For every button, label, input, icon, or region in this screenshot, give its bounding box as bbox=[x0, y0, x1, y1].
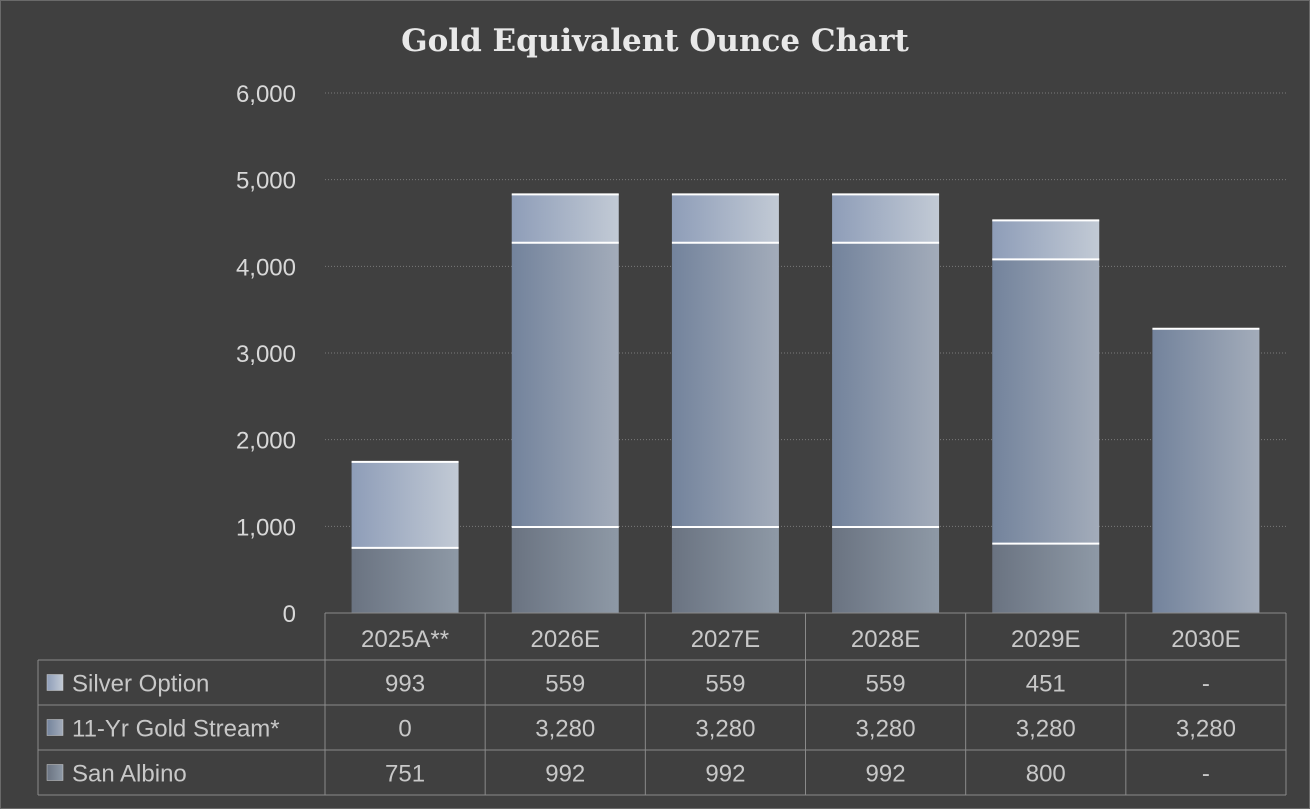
y-tick-label: 2,000 bbox=[236, 428, 296, 455]
bar-san-albino bbox=[671, 527, 779, 613]
y-tick-label: 0 bbox=[283, 601, 296, 628]
y-tick-label: 4,000 bbox=[236, 254, 296, 281]
legend-key-silver-option bbox=[46, 674, 64, 691]
bar-silver-option bbox=[351, 461, 459, 548]
x-category-label: 2028E bbox=[851, 626, 920, 653]
chart-title: Gold Equivalent Ounce Chart bbox=[401, 23, 909, 59]
table-value: 992 bbox=[545, 761, 585, 788]
table-value: 3,280 bbox=[535, 716, 595, 743]
table-value: 800 bbox=[1026, 761, 1066, 788]
y-tick-label: 1,000 bbox=[236, 514, 296, 541]
bar-san-albino bbox=[511, 527, 619, 613]
x-category-label: 2027E bbox=[691, 626, 760, 653]
x-category-label: 2029E bbox=[1011, 626, 1080, 653]
bar-silver-option bbox=[671, 194, 779, 243]
table-value: 3,280 bbox=[1176, 716, 1236, 743]
table-value: 559 bbox=[866, 671, 906, 698]
y-tick-label: 5,000 bbox=[236, 168, 296, 195]
table-value: 751 bbox=[385, 761, 425, 788]
table-value: 992 bbox=[705, 761, 745, 788]
bar-11-yr-gold-stream bbox=[511, 242, 619, 528]
bar-silver-option bbox=[511, 194, 619, 243]
bar-san-albino bbox=[351, 547, 459, 613]
x-category-label: 2026E bbox=[531, 626, 600, 653]
x-category-label: 2025A** bbox=[361, 626, 449, 653]
legend-key-11-yr-gold-stream bbox=[46, 719, 64, 736]
legend-label-san-albino: San Albino bbox=[72, 761, 187, 788]
table-value: 3,280 bbox=[856, 716, 916, 743]
table-value: - bbox=[1202, 761, 1210, 788]
bar-silver-option bbox=[992, 220, 1100, 260]
table-value: 559 bbox=[545, 671, 585, 698]
bar-11-yr-gold-stream bbox=[992, 259, 1100, 544]
legend-label-silver-option: Silver Option bbox=[72, 671, 209, 698]
bar-11-yr-gold-stream bbox=[671, 242, 779, 528]
table-value: 0 bbox=[398, 716, 411, 743]
table-value: 451 bbox=[1026, 671, 1066, 698]
bar-san-albino bbox=[832, 527, 940, 613]
bar-11-yr-gold-stream bbox=[1152, 328, 1260, 613]
table-value: 992 bbox=[866, 761, 906, 788]
x-category-label: 2030E bbox=[1171, 626, 1240, 653]
table-value: 559 bbox=[705, 671, 745, 698]
legend-key-san-albino bbox=[46, 764, 64, 781]
table-value: 3,280 bbox=[1016, 716, 1076, 743]
bar-silver-option bbox=[832, 194, 940, 243]
table-value: 993 bbox=[385, 671, 425, 698]
table-value: - bbox=[1202, 671, 1210, 698]
y-tick-label: 3,000 bbox=[236, 341, 296, 368]
bar-san-albino bbox=[992, 543, 1100, 613]
table-value: 3,280 bbox=[695, 716, 755, 743]
bar-11-yr-gold-stream bbox=[832, 242, 940, 528]
y-tick-label: 6,000 bbox=[236, 81, 296, 108]
legend-label-11-yr-gold-stream: 11-Yr Gold Stream* bbox=[72, 716, 280, 743]
